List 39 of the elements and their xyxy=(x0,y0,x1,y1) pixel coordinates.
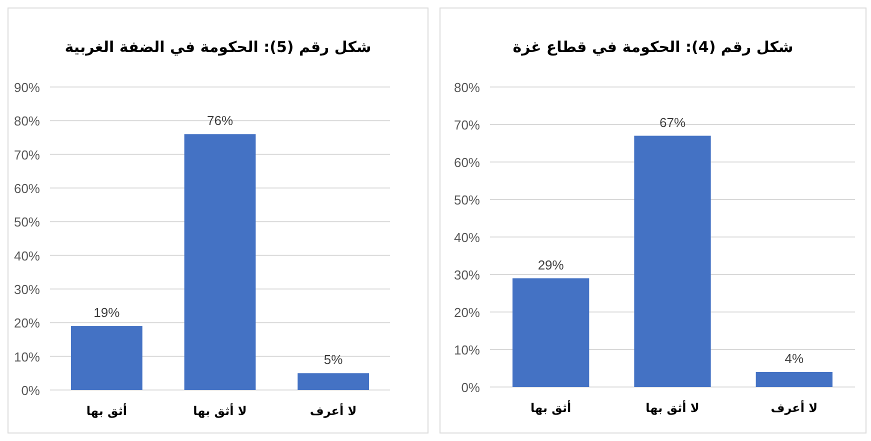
y-tick-label: 40% xyxy=(14,248,40,264)
y-tick-label: 70% xyxy=(14,147,40,162)
y-tick-label: 40% xyxy=(454,230,480,245)
data-label: 19% xyxy=(94,305,120,320)
y-tick-label: 60% xyxy=(454,155,480,170)
y-tick-label: 10% xyxy=(454,342,480,358)
data-label: 29% xyxy=(538,257,564,272)
chart-title: شكل رقم (4): الحكومة في قطاع غزة xyxy=(512,38,794,56)
y-tick-label: 50% xyxy=(14,214,40,230)
y-tick-label: 0% xyxy=(21,383,40,398)
x-tick-label: لا أثق بها xyxy=(193,403,247,418)
bar xyxy=(756,372,832,387)
bar xyxy=(634,136,711,387)
data-label: 5% xyxy=(324,352,344,368)
y-tick-label: 80% xyxy=(14,114,40,129)
data-label: 4% xyxy=(784,351,804,366)
x-tick-label: أثق بها xyxy=(530,400,572,415)
x-tick-label: لا أعرف xyxy=(310,403,357,418)
x-tick-label: أثق بها xyxy=(86,403,127,418)
y-tick-label: 90% xyxy=(14,80,40,95)
y-tick-label: 20% xyxy=(454,305,480,320)
y-tick-label: 60% xyxy=(14,181,40,196)
y-tick-label: 10% xyxy=(14,349,40,364)
y-tick-label: 70% xyxy=(454,118,480,132)
data-label: 76% xyxy=(206,113,234,128)
y-tick-label: 30% xyxy=(14,282,40,297)
y-tick-label: 50% xyxy=(454,192,480,208)
chart-title: شكل رقم (5): الحكومة في الضفة الغربية xyxy=(64,38,372,56)
y-tick-label: 30% xyxy=(454,268,480,282)
data-label: 67% xyxy=(659,114,686,130)
y-tick-label: 20% xyxy=(14,316,40,331)
bar xyxy=(184,134,256,390)
y-tick-label: 80% xyxy=(454,80,480,95)
bar xyxy=(70,326,142,390)
bar xyxy=(512,278,590,387)
bar xyxy=(298,373,370,390)
x-tick-label: لا أثق بها xyxy=(646,400,700,415)
x-tick-label: لا أعرف xyxy=(770,400,818,415)
y-tick-label: 0% xyxy=(461,380,480,395)
